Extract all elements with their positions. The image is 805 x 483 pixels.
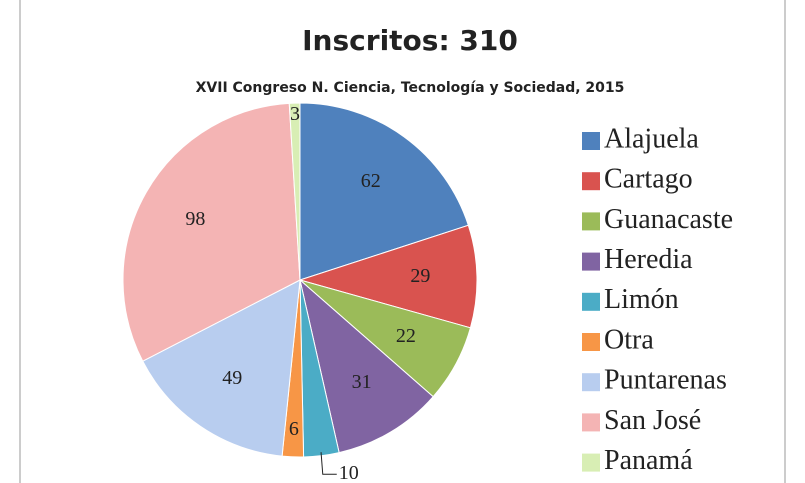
- data-label: 10: [339, 462, 359, 483]
- legend-label: Cartago: [604, 164, 693, 195]
- legend-swatch: [582, 292, 600, 311]
- legend-swatch: [582, 413, 600, 432]
- legend-label: Limón: [604, 284, 679, 315]
- data-label: 62: [361, 170, 381, 192]
- chart-title: Inscritos: 310: [302, 24, 518, 57]
- legend-swatch: [582, 252, 600, 271]
- data-label: 98: [185, 208, 205, 230]
- pie-slice: [299, 102, 469, 281]
- legend-label: Alajuela: [604, 123, 699, 154]
- legend-label: San José: [604, 405, 701, 436]
- pie-slice: [122, 102, 301, 362]
- data-label: 49: [222, 367, 242, 389]
- chart-subtitle: XVII Congreso N. Ciencia, Tecnología y S…: [196, 80, 625, 96]
- leader-line: [320, 452, 337, 475]
- pie-slice: [288, 102, 301, 281]
- legend-label: Puntarenas: [604, 365, 727, 396]
- legend-swatch: [582, 373, 600, 392]
- legend-swatch: [582, 132, 600, 150]
- pie-slice: [298, 224, 478, 329]
- legend-label: Panamá: [604, 445, 693, 476]
- data-label: 29: [410, 265, 430, 287]
- legend-label: Heredia: [604, 244, 693, 275]
- data-label: 31: [352, 371, 372, 393]
- pie-slice: [299, 278, 434, 454]
- pie-slice: [142, 279, 301, 457]
- data-label: 3: [290, 103, 300, 125]
- legend-label: Guanacaste: [604, 204, 733, 235]
- data-label: 22: [396, 325, 416, 347]
- legend-swatch: [582, 172, 600, 191]
- legend-swatch: [582, 333, 600, 351]
- legend-swatch: [582, 212, 600, 231]
- legend-label: Otra: [604, 324, 654, 355]
- data-label: 6: [289, 418, 299, 440]
- legend-swatch: [582, 453, 600, 472]
